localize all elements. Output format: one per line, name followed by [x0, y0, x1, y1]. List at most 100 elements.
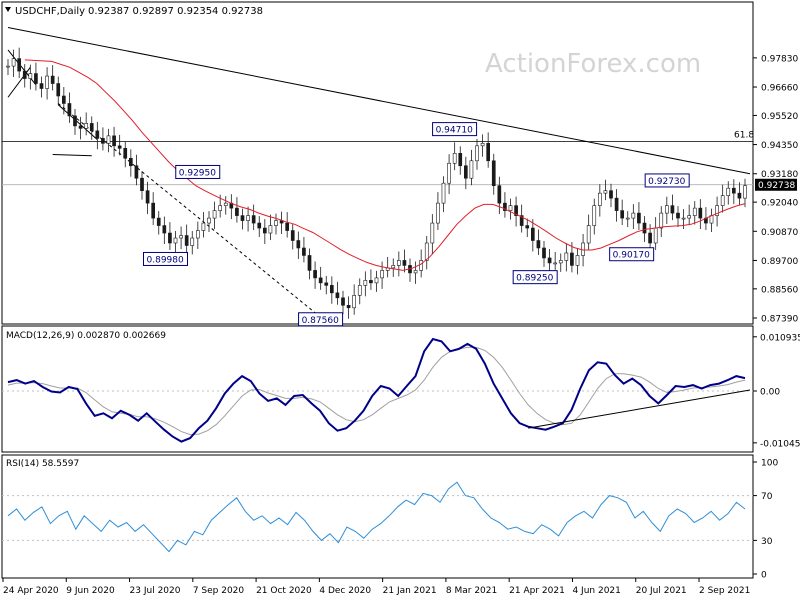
candle-body [581, 242, 585, 256]
candle-body [564, 252, 569, 261]
macd-panel-frame [1, 325, 754, 453]
candle-body [391, 265, 396, 269]
candle-body [329, 285, 334, 294]
channel-upper-line [57, 104, 98, 140]
dropdown-arrow-icon[interactable] [5, 7, 11, 12]
candle-body [28, 73, 33, 79]
x-tick-label: 4 Dec 2020 [319, 586, 371, 596]
candle-body [659, 212, 664, 229]
price-annotation-label: 0.89980 [147, 255, 184, 265]
price-tick-label: 0.93180 [761, 170, 798, 180]
candle-body [207, 217, 211, 224]
price-annotation-label: 0.87560 [302, 316, 339, 326]
watermark: ActionForex.com [485, 49, 701, 79]
dashed-trendline [57, 103, 316, 314]
candle-body [514, 205, 518, 216]
candle-body [56, 83, 61, 97]
candle-body [715, 205, 719, 216]
candle-body [547, 257, 552, 264]
candle-body [17, 58, 22, 72]
price-annotation-box [609, 247, 655, 262]
candle-body [536, 240, 541, 249]
candle-body [179, 235, 183, 239]
descending-trendline [7, 26, 751, 175]
candle-body [123, 148, 128, 159]
macd-tick-label: 0.010935 [760, 333, 800, 343]
candle-body [296, 240, 301, 249]
candle-body [212, 210, 217, 219]
candle-body [447, 162, 451, 184]
candle-body [480, 143, 485, 147]
candle-body [128, 157, 133, 167]
price-panel-frame [1, 1, 754, 325]
candle-body [151, 202, 156, 219]
candle-body [140, 177, 144, 191]
candle-body [570, 252, 574, 266]
candle-body [475, 145, 479, 162]
candle-body [687, 215, 692, 219]
ohlc-readout: 0.92387 0.92897 0.92354 0.92738 [88, 6, 263, 17]
candle-body [525, 225, 530, 229]
candle-body [274, 220, 278, 226]
candle-body [285, 222, 290, 231]
candle-body [664, 205, 669, 214]
candle-body [240, 215, 245, 221]
candle-body [251, 215, 256, 224]
candle-body [491, 160, 496, 186]
candle-body [95, 130, 100, 139]
candle-body [463, 165, 468, 179]
candle-body [162, 225, 167, 234]
candle-body [653, 227, 658, 244]
candle-body [603, 190, 608, 194]
rsi-line [7, 481, 746, 553]
candle-body [586, 225, 591, 244]
x-tick-label: 2 Sep 2021 [699, 586, 750, 596]
candle-body [184, 235, 189, 246]
x-tick-label: 21 Jan 2021 [383, 586, 437, 596]
rsi-tick-label: 100 [761, 459, 778, 469]
candle-body [262, 227, 267, 234]
price-tick-label: 0.95520 [761, 112, 798, 122]
price-annotation-box [432, 122, 478, 137]
candle-body [458, 153, 463, 167]
candle-body [117, 145, 122, 149]
candle-body [78, 125, 83, 129]
x-tick-label: 8 Mar 2021 [446, 586, 497, 596]
price-tick-label: 0.92040 [761, 199, 798, 209]
candle-body [134, 165, 139, 179]
candle-body [290, 230, 295, 241]
candle-body [341, 297, 345, 306]
candle-body [268, 225, 273, 234]
candle-body [101, 138, 105, 144]
rsi-panel-frame [1, 454, 754, 579]
wedge-upper-line [7, 49, 37, 86]
candle-body [737, 192, 742, 199]
channel-lower-line [52, 154, 92, 157]
candle-body [45, 75, 49, 89]
candle-body [363, 280, 368, 286]
candle-body [22, 70, 27, 79]
candle-body [168, 232, 172, 244]
candle-body [676, 212, 680, 219]
wedge-lower-line [7, 67, 31, 98]
candle-body [620, 210, 625, 219]
candle-body [402, 260, 407, 266]
candle-body [73, 115, 77, 127]
candle-body [609, 190, 613, 199]
candle-body [11, 58, 16, 67]
candle-body [731, 187, 736, 194]
candle-body [670, 205, 675, 214]
candle-body [631, 212, 636, 219]
current-price-tag [755, 178, 797, 191]
candle-body [530, 227, 535, 241]
price-annotation-label: 0.94710 [436, 126, 473, 136]
price-tick-label: 0.96660 [761, 84, 798, 94]
rsi-tick-label: 70 [761, 492, 773, 502]
candle-body [614, 197, 619, 211]
x-tick-label: 20 Jul 2021 [636, 586, 687, 596]
candle-body [302, 247, 306, 256]
candle-body [190, 237, 195, 246]
